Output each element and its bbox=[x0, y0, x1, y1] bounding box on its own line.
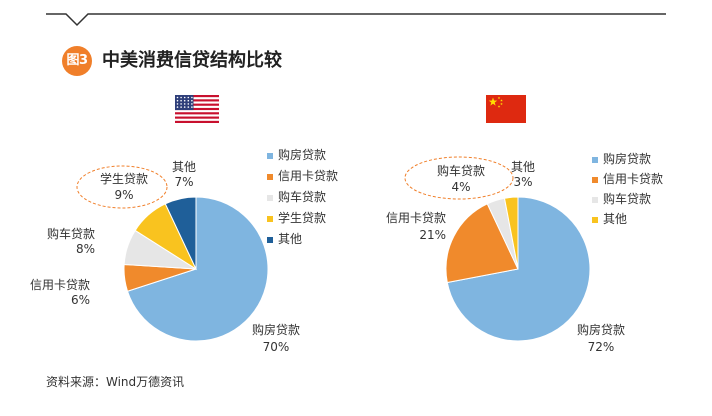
slice-percent: 3% bbox=[513, 175, 532, 189]
legend-entry: 其他 bbox=[278, 232, 302, 246]
flag-star bbox=[176, 103, 179, 105]
flag-star bbox=[176, 106, 179, 108]
slice-percent: 8% bbox=[76, 242, 95, 256]
flag-star bbox=[187, 96, 190, 99]
legend-entry: 信用卡贷款 bbox=[278, 169, 338, 183]
figure-badge: 图3 bbox=[62, 46, 92, 76]
flag-star bbox=[497, 105, 501, 108]
slice-label: 信用卡贷款 bbox=[30, 278, 90, 292]
pie-chart-us: 购房贷款70%信用卡贷款6%购车贷款8%学生贷款9%其他7%购房贷款信用卡贷款购… bbox=[30, 95, 338, 354]
flag-star bbox=[183, 99, 186, 102]
flag-field bbox=[486, 95, 526, 123]
flag-star bbox=[497, 96, 501, 100]
legend-swatch bbox=[267, 216, 273, 222]
flag-star bbox=[500, 102, 503, 106]
flag-star bbox=[187, 106, 190, 108]
flag-star bbox=[176, 96, 179, 99]
flag-star bbox=[180, 96, 182, 99]
slice-percent: 70% bbox=[263, 340, 290, 354]
legend-entry: 购房贷款 bbox=[278, 147, 326, 162]
flag-star bbox=[488, 97, 498, 106]
flag-stripe bbox=[175, 116, 219, 119]
flag-star bbox=[180, 99, 182, 102]
flag-star bbox=[191, 99, 193, 102]
pie-slice bbox=[446, 196, 591, 342]
flag-star bbox=[183, 106, 186, 108]
pie-slice bbox=[126, 196, 269, 342]
flag-stripe bbox=[175, 107, 219, 111]
legend-entry: 其他 bbox=[603, 212, 627, 226]
pie-slice bbox=[445, 203, 519, 284]
highlight-ellipse bbox=[76, 165, 168, 209]
slice-percent: 72% bbox=[588, 340, 615, 354]
slice-label: 信用卡贷款 bbox=[386, 211, 446, 225]
highlight-ellipse bbox=[404, 156, 514, 200]
flag-star bbox=[187, 103, 190, 105]
figure-title: 中美消费信贷结构比较 bbox=[102, 50, 282, 71]
slice-label: 其他 bbox=[511, 160, 535, 174]
flag-star bbox=[176, 99, 179, 102]
flag-star bbox=[183, 96, 186, 99]
legend-entry: 购房贷款 bbox=[603, 151, 651, 166]
pie-slice bbox=[503, 196, 519, 270]
slice-label: 购房贷款 bbox=[252, 322, 300, 337]
figure-header: 图3 中美消费信贷结构比较 bbox=[46, 8, 666, 98]
flag-star bbox=[191, 96, 193, 99]
legend-entry: 学生贷款 bbox=[278, 210, 326, 225]
slice-label: 购车贷款 bbox=[437, 163, 485, 178]
flag-stripe bbox=[175, 99, 219, 102]
legend-entry: 信用卡贷款 bbox=[603, 172, 663, 186]
flag-stripe bbox=[175, 103, 219, 106]
slice-percent: 7% bbox=[174, 175, 193, 189]
slice-percent: 6% bbox=[71, 293, 90, 307]
flag-stripe bbox=[175, 112, 219, 115]
flag-stripe bbox=[175, 95, 219, 98]
legend-entry: 购车贷款 bbox=[603, 191, 651, 206]
united-states-flag bbox=[175, 95, 219, 123]
pie-slice bbox=[164, 196, 197, 270]
header-rule bbox=[46, 13, 666, 27]
flag-star bbox=[180, 103, 182, 105]
flag-star bbox=[500, 99, 503, 102]
slice-label: 其他 bbox=[172, 160, 196, 174]
legend-swatch bbox=[592, 217, 598, 223]
flag-star bbox=[187, 99, 190, 102]
legend-swatch bbox=[267, 195, 273, 201]
legend-swatch bbox=[267, 174, 273, 180]
source-note: 资料来源：Wind万德资讯 bbox=[46, 375, 185, 389]
flag-star bbox=[183, 103, 186, 105]
flag-stripe bbox=[175, 120, 219, 123]
flag-star bbox=[180, 106, 182, 108]
legend-swatch bbox=[267, 237, 273, 243]
flag-canton bbox=[175, 95, 194, 111]
slice-percent: 4% bbox=[451, 180, 470, 194]
legend-entry: 购车贷款 bbox=[278, 189, 326, 204]
legend-swatch bbox=[592, 157, 598, 163]
slice-percent: 21% bbox=[419, 228, 446, 242]
legend-swatch bbox=[267, 153, 273, 159]
flag-star bbox=[191, 106, 193, 108]
slice-percent: 9% bbox=[114, 188, 133, 202]
legend-swatch bbox=[592, 197, 598, 203]
slice-label: 学生贷款 bbox=[100, 171, 148, 186]
china-flag bbox=[486, 95, 526, 123]
slice-label: 购车贷款 bbox=[47, 226, 95, 241]
slice-label: 购房贷款 bbox=[577, 322, 625, 337]
flag-star bbox=[191, 103, 193, 105]
legend-swatch bbox=[592, 177, 598, 183]
